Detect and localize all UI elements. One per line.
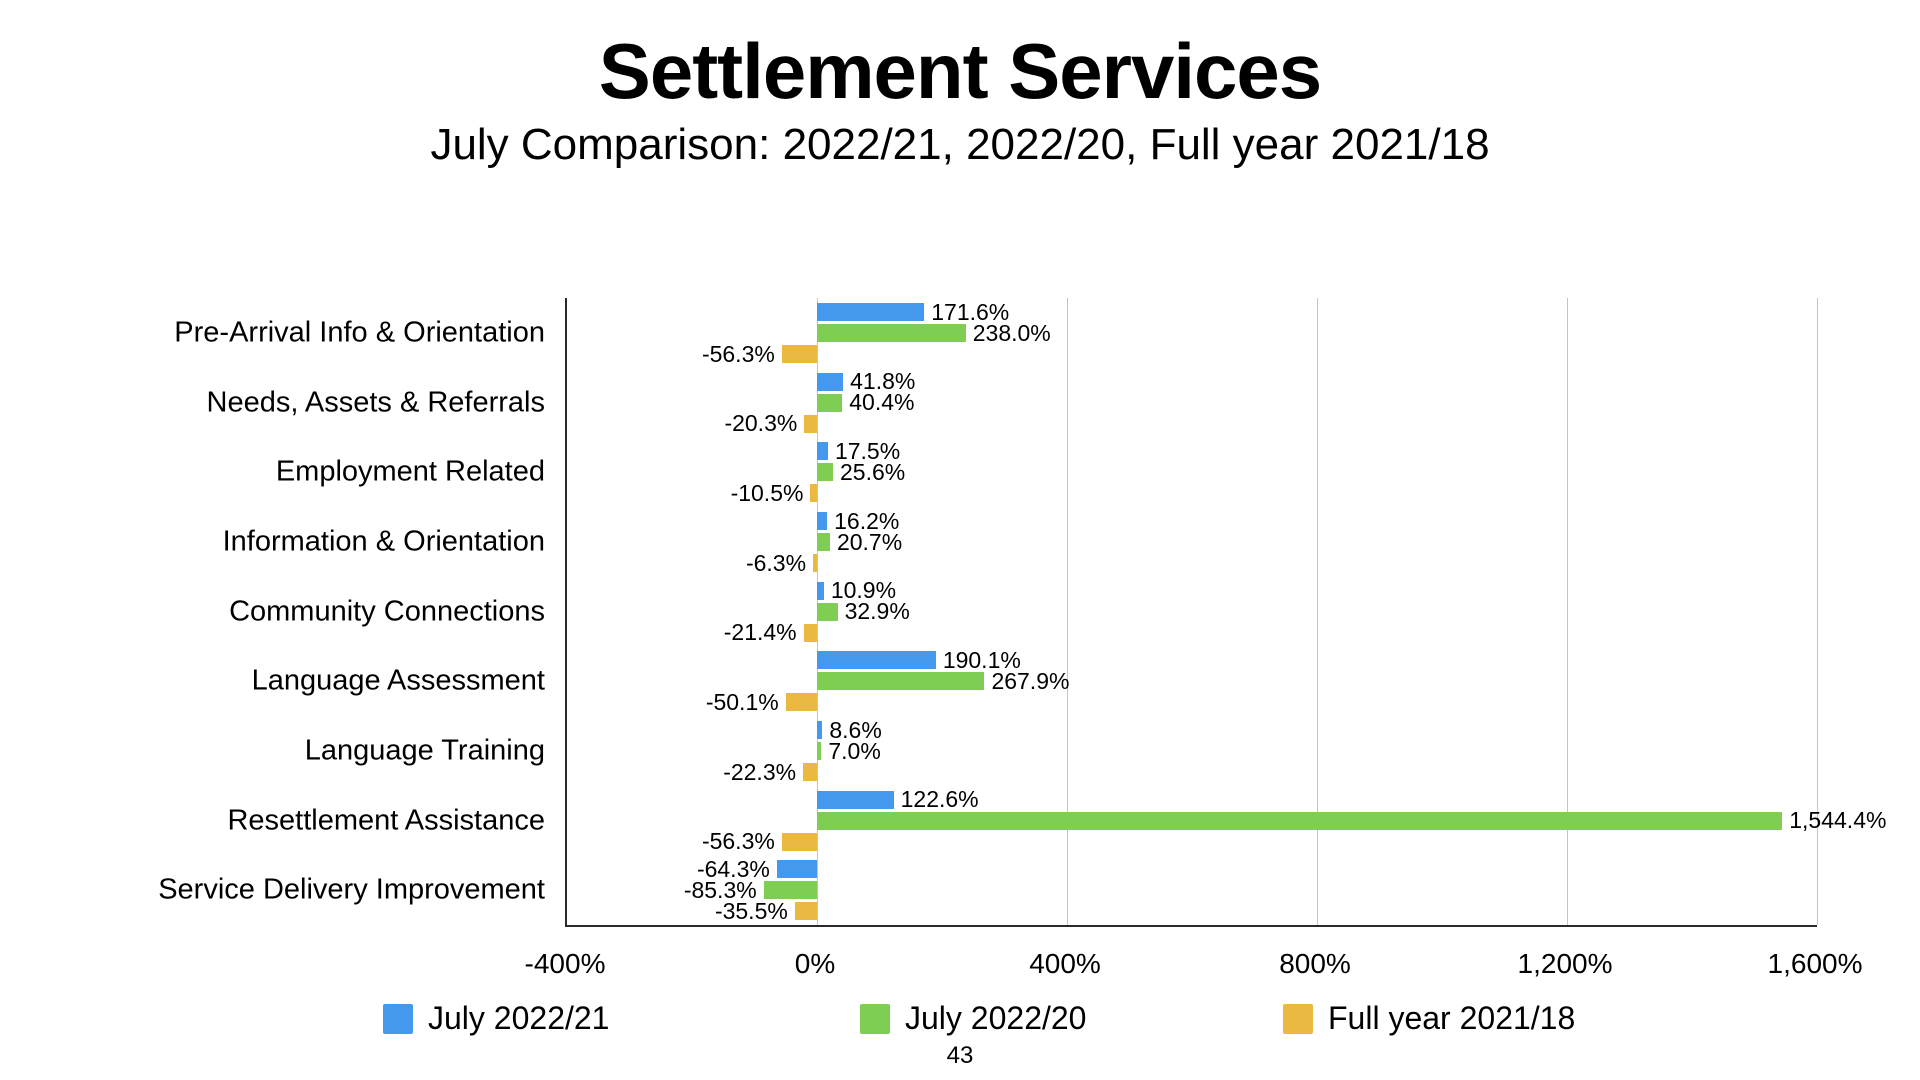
bar	[803, 763, 817, 781]
bar	[817, 602, 838, 621]
x-tick-label: -400%	[524, 948, 606, 979]
legend-label: July 2022/20	[905, 1000, 1087, 1036]
bar-value-label: 8.6%	[829, 716, 882, 743]
bar-value-label: -50.1%	[705, 688, 779, 715]
category-label: Resettlement Assistance	[227, 804, 545, 836]
x-tick-label: 400%	[1029, 948, 1101, 979]
gridline-800	[1317, 298, 1318, 925]
bar	[817, 463, 833, 482]
bar-value-label: 267.9%	[991, 667, 1070, 694]
bar-value-label: 1,544.4%	[1789, 807, 1887, 834]
bar	[817, 581, 824, 600]
bar	[803, 623, 817, 642]
bar-value-label: 20.7%	[836, 528, 903, 555]
legend-swatch-icon	[383, 1003, 413, 1034]
bar	[817, 303, 925, 321]
gridline-400	[1067, 298, 1068, 925]
x-tick-label: 800%	[1279, 948, 1351, 979]
bar	[817, 790, 894, 809]
bar	[817, 512, 828, 530]
bar	[810, 484, 817, 503]
bar-value-label: -22.3%	[723, 758, 797, 785]
category-label: Language Training	[304, 734, 545, 767]
bar	[817, 672, 985, 691]
bar	[817, 393, 843, 412]
bar	[776, 860, 817, 879]
bar	[785, 693, 817, 712]
category-label: Language Assessment	[251, 664, 545, 697]
bar	[804, 414, 817, 433]
bar-value-label: 40.4%	[849, 389, 915, 416]
bar	[817, 651, 936, 670]
bar	[817, 811, 1783, 830]
bar	[817, 742, 822, 760]
bar	[817, 372, 844, 391]
x-tick-label: 1,200%	[1517, 948, 1613, 979]
x-tick-label: 0%	[794, 948, 836, 979]
bar	[781, 345, 817, 363]
bar-value-label: -64.3%	[696, 855, 770, 882]
bar-value-label: 17.5%	[834, 437, 901, 464]
legend-item: July 2022/21	[383, 1000, 609, 1037]
chart-subtitle: July Comparison: 2022/21, 2022/20, Full …	[430, 120, 1490, 169]
bar-value-label: 25.6%	[840, 458, 906, 485]
bar	[781, 832, 817, 851]
bar-value-label: -6.3%	[745, 549, 807, 576]
bar-value-label: -56.3%	[701, 828, 775, 855]
bar	[817, 533, 830, 551]
bar-value-label: 171.6%	[931, 298, 1010, 325]
gridline-1200	[1567, 298, 1568, 925]
bar	[817, 721, 823, 739]
category-label: Information & Orientation	[222, 525, 545, 558]
bar	[817, 442, 828, 461]
category-label: Employment Related	[275, 455, 545, 488]
x-tick-label: 1,600%	[1767, 948, 1863, 979]
legend-swatch-icon	[1283, 1003, 1313, 1034]
bar-value-label: -21.4%	[723, 619, 797, 646]
gridline-1600	[1817, 298, 1818, 925]
page-number: 43	[946, 1042, 974, 1069]
category-label: Service Delivery Improvement	[158, 873, 545, 906]
bar-value-label: 190.1%	[942, 646, 1021, 673]
category-label: Needs, Assets & Referrals	[206, 386, 545, 418]
bar-value-label: -10.5%	[730, 479, 804, 506]
bar-value-label: -35.5%	[714, 897, 788, 924]
bar-value-label: 10.9%	[830, 577, 897, 604]
bar-value-label: 7.0%	[828, 737, 881, 764]
bar-value-label: -20.3%	[724, 410, 798, 437]
bar	[817, 324, 966, 342]
category-label: Community Connections	[229, 595, 545, 627]
legend-label: Full year 2021/18	[1328, 1000, 1576, 1036]
bar-value-label: -56.3%	[701, 340, 775, 367]
bar-value-label: 238.0%	[972, 319, 1051, 346]
bar-value-label: 41.8%	[850, 368, 916, 395]
legend-item: Full year 2021/18	[1283, 1000, 1575, 1037]
bar-value-label: -85.3%	[683, 876, 757, 903]
bar-value-label: 32.9%	[844, 598, 910, 625]
category-label: Pre-Arrival Info & Orientation	[174, 316, 545, 349]
chart-title: Settlement Services	[598, 27, 1322, 115]
bar-value-label: 16.2%	[834, 507, 900, 534]
legend-swatch-icon	[860, 1003, 890, 1034]
bar	[763, 881, 817, 900]
bar-value-label: 122.6%	[900, 786, 979, 813]
bar	[794, 902, 817, 921]
bar	[813, 554, 817, 572]
plot-area: 171.6% 238.0% -56.3% 41.8% 40.4% -20.3% 17.5% 2…	[565, 298, 1886, 927]
legend-label: July 2022/21	[428, 1000, 610, 1036]
legend-item: July 2022/20	[860, 1000, 1086, 1037]
